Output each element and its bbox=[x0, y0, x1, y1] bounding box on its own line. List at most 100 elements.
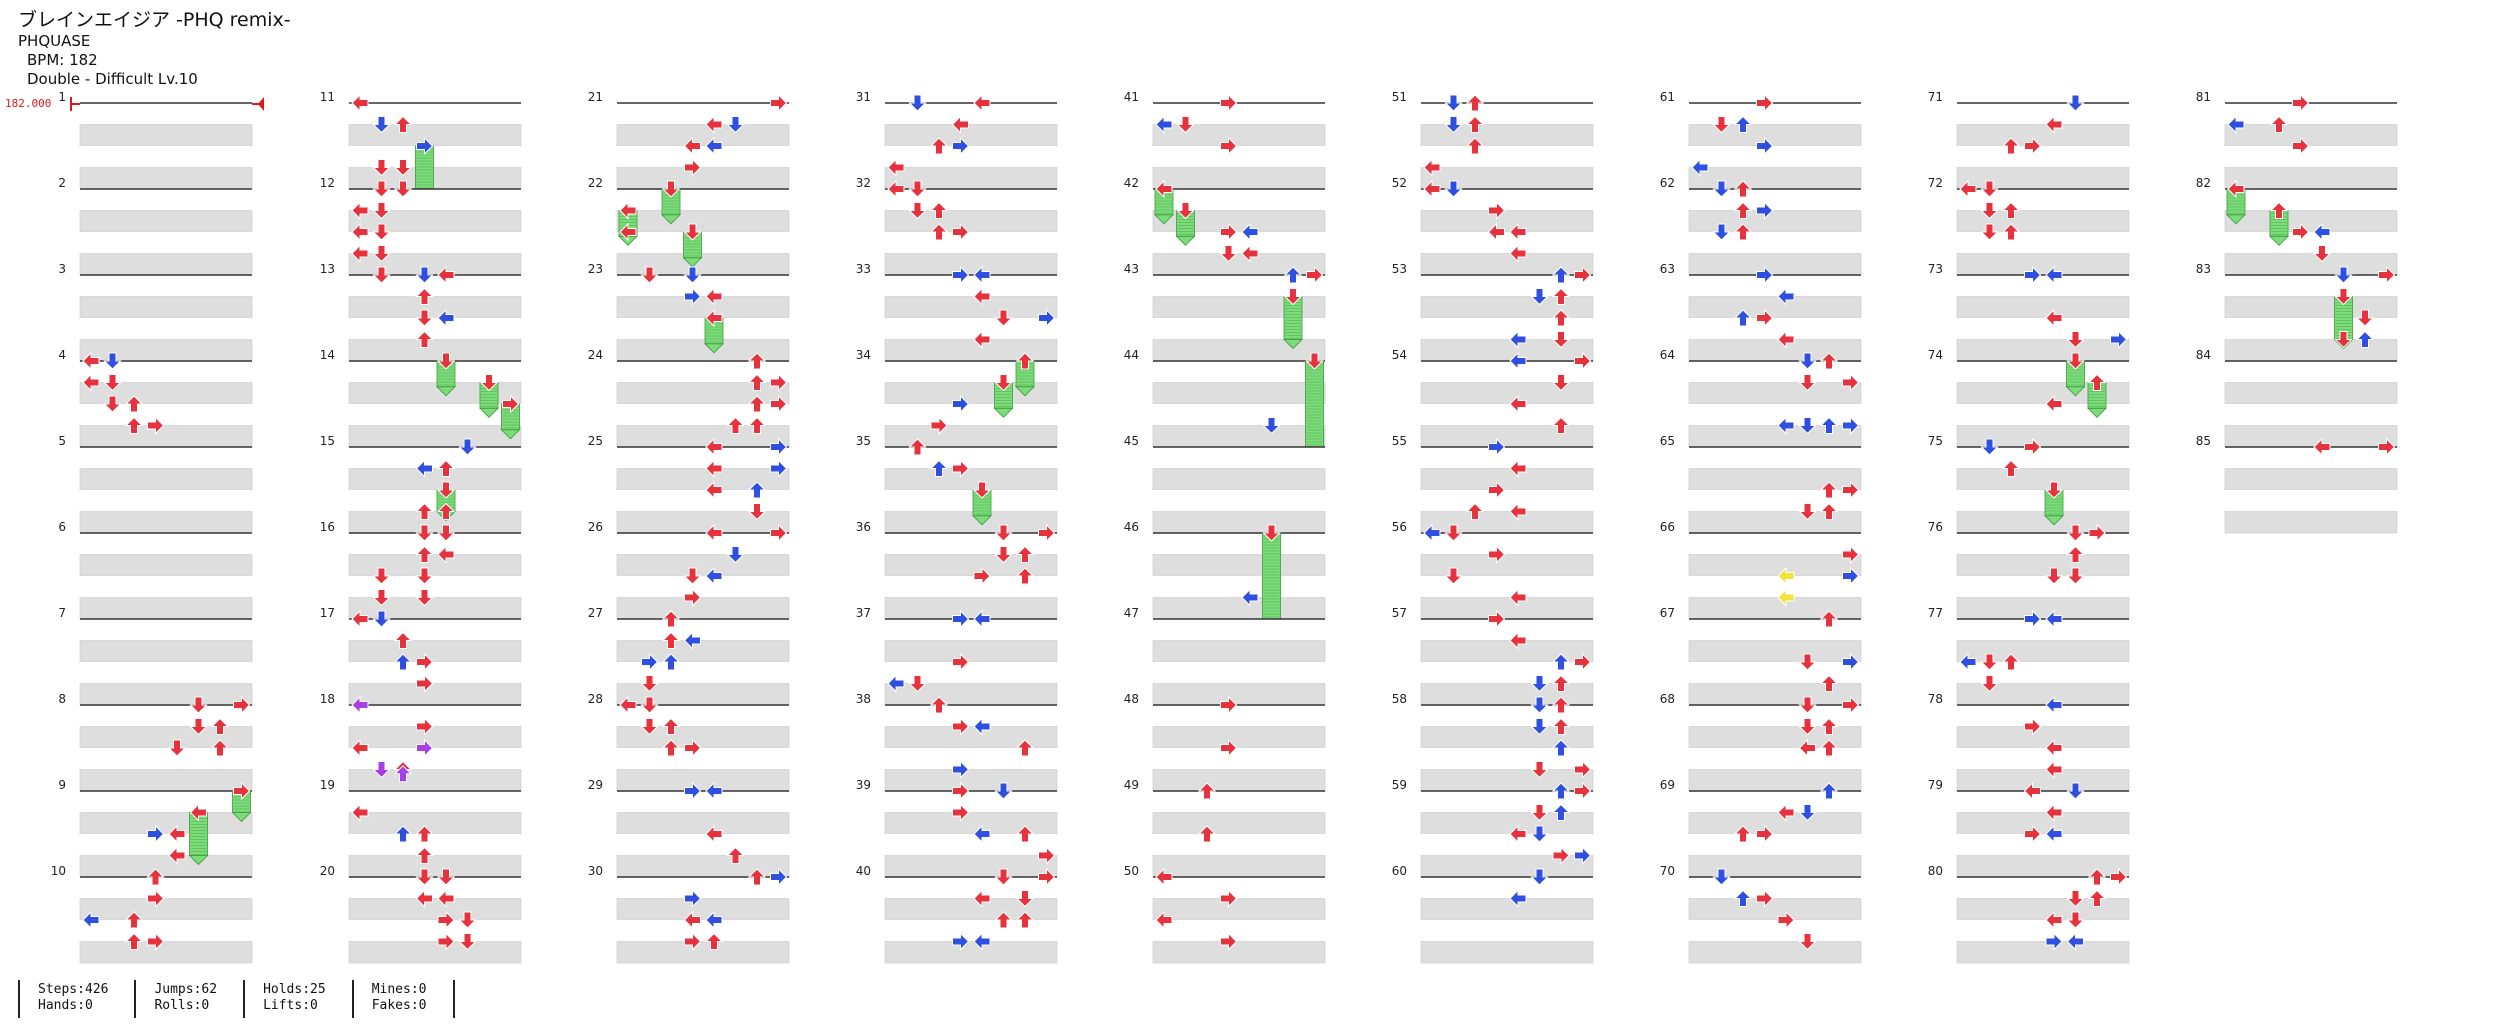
beat-stripe bbox=[1957, 404, 2129, 426]
step-arrow-icon bbox=[2066, 911, 2085, 929]
step-arrow-icon bbox=[1551, 309, 1571, 327]
beat-stripe bbox=[348, 167, 522, 190]
beat-stripe bbox=[1956, 554, 2130, 577]
stats-group-jumps: Jumps:62 Rolls:0 bbox=[134, 980, 243, 1018]
measure-22: 22 bbox=[588, 176, 790, 276]
beat-stripe bbox=[884, 296, 1058, 319]
beat-stripe bbox=[1956, 812, 2130, 835]
beat-stripe bbox=[1152, 468, 1326, 491]
beat-stripe bbox=[884, 511, 1058, 534]
beat-stripe bbox=[616, 253, 790, 276]
beat-stripe bbox=[1420, 339, 1594, 362]
beat-stripe bbox=[1689, 705, 1861, 727]
beat-stripe bbox=[884, 167, 1058, 190]
beat-stripe bbox=[1421, 318, 1593, 340]
measure-number: 85 bbox=[2196, 434, 2211, 448]
beat-stripe bbox=[1689, 361, 1861, 383]
measure-48: 48 bbox=[1124, 692, 1326, 792]
measure-74: 74 bbox=[1928, 348, 2130, 448]
step-arrow-icon bbox=[705, 824, 723, 844]
beat-stripe bbox=[884, 597, 1058, 620]
step-arrow-icon bbox=[641, 652, 659, 672]
hold-note bbox=[661, 188, 681, 225]
beat-stripe bbox=[1957, 447, 2129, 469]
step-arrow-icon bbox=[619, 201, 637, 220]
measure-75: 75 bbox=[1928, 434, 2130, 534]
beat-stripe bbox=[1153, 490, 1325, 512]
beat-stripe bbox=[79, 812, 253, 835]
beat-stripe bbox=[1421, 705, 1593, 727]
hold-note bbox=[188, 812, 209, 866]
beat-stripe bbox=[884, 941, 1058, 964]
step-arrow-icon bbox=[2024, 609, 2042, 629]
beat-stripe bbox=[1153, 275, 1325, 297]
step-arrow-icon bbox=[2087, 889, 2107, 907]
measure-number: 78 bbox=[1928, 692, 1943, 706]
step-arrow-icon bbox=[2378, 437, 2396, 457]
step-arrow-icon bbox=[973, 932, 991, 951]
step-arrow-icon bbox=[640, 675, 659, 693]
step-arrow-icon bbox=[416, 738, 434, 758]
beat-stripe bbox=[1688, 339, 1862, 362]
step-arrow-icon bbox=[770, 459, 788, 478]
beat-stripe bbox=[349, 877, 521, 899]
beat-stripe bbox=[1689, 232, 1861, 254]
step-arrow-icon bbox=[1798, 503, 1817, 521]
step-arrow-icon bbox=[2024, 717, 2042, 736]
hold-note bbox=[2044, 489, 2064, 526]
beat-stripe bbox=[1957, 103, 2129, 125]
step-arrow-icon bbox=[1530, 804, 1549, 822]
step-arrow-icon bbox=[1487, 222, 1505, 242]
beat-stripe bbox=[1421, 533, 1593, 555]
measure-56: 56 bbox=[1392, 520, 1594, 620]
hold-note bbox=[1304, 360, 1325, 457]
beat-stripe bbox=[2224, 124, 2398, 147]
step-arrow-icon bbox=[994, 782, 1013, 800]
beat-stripe bbox=[1421, 447, 1593, 469]
hold-tail bbox=[2044, 515, 2064, 526]
step-arrow-icon bbox=[973, 287, 991, 306]
step-arrow-icon bbox=[1283, 266, 1303, 284]
step-arrow-icon bbox=[393, 159, 413, 177]
measure-number: 80 bbox=[1928, 864, 1943, 878]
step-arrow-icon bbox=[415, 889, 433, 908]
beat-stripe bbox=[884, 554, 1058, 577]
step-arrow-icon bbox=[1423, 179, 1441, 199]
beat-stripe bbox=[1957, 318, 2129, 340]
step-arrow-icon bbox=[726, 546, 745, 564]
step-arrow-icon bbox=[994, 309, 1013, 327]
step-arrow-icon bbox=[2066, 932, 2084, 951]
step-arrow-icon bbox=[1465, 94, 1485, 112]
step-arrow-icon bbox=[415, 330, 434, 348]
step-arrow-icon bbox=[929, 223, 949, 241]
step-arrow-icon bbox=[1574, 351, 1592, 371]
beat-stripe bbox=[348, 941, 522, 964]
step-arrow-icon bbox=[1155, 867, 1173, 887]
step-arrow-icon bbox=[1777, 910, 1795, 930]
step-arrow-icon bbox=[1777, 416, 1795, 435]
beat-stripe bbox=[1689, 275, 1861, 297]
step-arrow-icon bbox=[1574, 760, 1592, 779]
step-arrow-icon bbox=[747, 481, 767, 499]
beat-stripe bbox=[1689, 533, 1861, 555]
measure-number: 33 bbox=[856, 262, 871, 276]
measure-number: 66 bbox=[1660, 520, 1675, 534]
beat-stripe bbox=[617, 791, 789, 813]
step-arrow-icon bbox=[2066, 782, 2085, 800]
beat-stripe bbox=[1688, 726, 1862, 749]
step-arrow-icon bbox=[393, 115, 413, 133]
measure-67: 67 bbox=[1660, 606, 1862, 706]
beat-stripe bbox=[349, 447, 521, 469]
beat-stripe bbox=[349, 619, 521, 641]
step-arrow-icon bbox=[1551, 803, 1571, 821]
measure-number: 10 bbox=[51, 864, 66, 878]
step-arrow-icon bbox=[1756, 201, 1774, 220]
step-arrow-icon bbox=[2292, 93, 2310, 113]
step-arrow-icon bbox=[82, 373, 100, 392]
measure-number: 39 bbox=[856, 778, 871, 792]
beat-stripe bbox=[617, 232, 789, 254]
beat-stripe bbox=[885, 576, 1057, 598]
beat-stripe bbox=[79, 898, 253, 921]
hold-tail bbox=[2226, 214, 2246, 225]
step-arrow-icon bbox=[684, 588, 702, 607]
